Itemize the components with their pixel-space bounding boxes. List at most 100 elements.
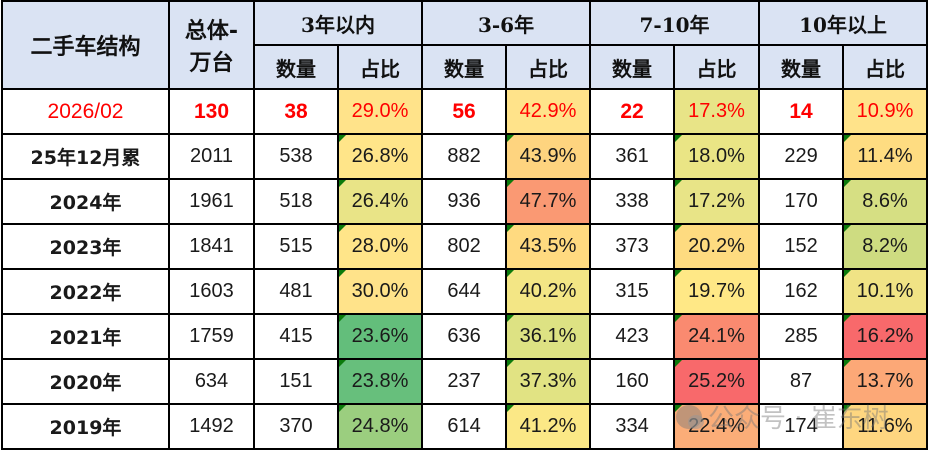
share-cell: 8.6% bbox=[842, 178, 928, 225]
share-cell: 37.3% bbox=[505, 358, 592, 405]
row-label: 2020年 bbox=[1, 358, 170, 405]
table-row: 2022年 1603 481 30.0% 644 40.2% 315 19.7% 162 10.1… bbox=[1, 268, 928, 315]
row-label: 2022年 bbox=[1, 268, 170, 315]
subheader-share: 占比 bbox=[505, 44, 592, 90]
count-cell: 237 bbox=[421, 358, 508, 405]
count-cell: 515 bbox=[253, 223, 339, 270]
count-cell: 338 bbox=[589, 178, 676, 225]
count-cell: 882 bbox=[421, 133, 508, 180]
subheader-share: 占比 bbox=[336, 44, 424, 90]
row-label: 2023年 bbox=[1, 223, 170, 270]
share-cell: 42.9% bbox=[505, 88, 592, 135]
share-cell: 19.7% bbox=[673, 268, 761, 315]
row-label: 2026/02 bbox=[1, 88, 170, 135]
count-cell: 229 bbox=[758, 133, 845, 180]
count-cell: 56 bbox=[421, 88, 508, 135]
count-cell: 174 bbox=[758, 403, 845, 450]
table-row-highlight: 2026/02 130 38 29.0% 56 42.9% 22 17.3% 14 10.9% bbox=[1, 88, 928, 135]
count-cell: 38 bbox=[253, 88, 339, 135]
subheader-count: 数量 bbox=[758, 44, 845, 90]
count-cell: 151 bbox=[253, 358, 339, 405]
subheader-share: 占比 bbox=[842, 44, 928, 90]
row-label: 2024年 bbox=[1, 178, 170, 225]
count-cell: 152 bbox=[758, 223, 845, 270]
count-cell: 315 bbox=[589, 268, 676, 315]
group-header-7-10: 7-10年 bbox=[589, 0, 761, 46]
row-label: 2021年 bbox=[1, 313, 170, 360]
share-cell: 11.4% bbox=[842, 133, 928, 180]
share-cell: 30.0% bbox=[336, 268, 424, 315]
group-header-10-plus: 10年以上 bbox=[758, 0, 928, 46]
table-row: 25年12月累 2011 538 26.8% 882 43.9% 361 18.0% 229 11… bbox=[1, 133, 928, 180]
count-cell: 644 bbox=[421, 268, 508, 315]
total-cell: 2011 bbox=[168, 133, 255, 180]
share-cell: 24.1% bbox=[673, 313, 761, 360]
share-cell: 28.0% bbox=[336, 223, 424, 270]
count-cell: 481 bbox=[253, 268, 339, 315]
table-row: 2023年 1841 515 28.0% 802 43.5% 373 20.2% 152 8.2% bbox=[1, 223, 928, 270]
count-cell: 538 bbox=[253, 133, 339, 180]
share-cell: 10.1% bbox=[842, 268, 928, 315]
subheader-share: 占比 bbox=[673, 44, 761, 90]
share-cell: 47.7% bbox=[505, 178, 592, 225]
share-cell: 36.1% bbox=[505, 313, 592, 360]
count-cell: 373 bbox=[589, 223, 676, 270]
count-cell: 614 bbox=[421, 403, 508, 450]
table-row: 2019年 1492 370 24.8% 614 41.2% 334 22.4% 174 11.6… bbox=[1, 403, 928, 450]
share-cell: 40.2% bbox=[505, 268, 592, 315]
share-cell: 23.6% bbox=[336, 313, 424, 360]
share-cell: 13.7% bbox=[842, 358, 928, 405]
share-cell: 26.4% bbox=[336, 178, 424, 225]
share-cell: 29.0% bbox=[336, 88, 424, 135]
row-label: 2019年 bbox=[1, 403, 170, 450]
total-header-line2: 万台 bbox=[189, 51, 234, 76]
share-cell: 16.2% bbox=[842, 313, 928, 360]
total-cell: 1759 bbox=[168, 313, 255, 360]
share-cell: 43.9% bbox=[505, 133, 592, 180]
share-cell: 11.6% bbox=[842, 403, 928, 450]
share-cell: 20.2% bbox=[673, 223, 761, 270]
share-cell: 26.8% bbox=[336, 133, 424, 180]
share-cell: 24.8% bbox=[336, 403, 424, 450]
count-cell: 160 bbox=[589, 358, 676, 405]
table-title: 二手车结构 bbox=[1, 0, 170, 90]
total-header-line1: 总体- bbox=[184, 19, 239, 44]
subheader-count: 数量 bbox=[253, 44, 339, 90]
share-cell: 8.2% bbox=[842, 223, 928, 270]
count-cell: 285 bbox=[758, 313, 845, 360]
count-cell: 936 bbox=[421, 178, 508, 225]
count-cell: 802 bbox=[421, 223, 508, 270]
count-cell: 370 bbox=[253, 403, 339, 450]
count-cell: 162 bbox=[758, 268, 845, 315]
total-cell: 130 bbox=[168, 88, 255, 135]
total-cell: 1603 bbox=[168, 268, 255, 315]
count-cell: 423 bbox=[589, 313, 676, 360]
subheader-count: 数量 bbox=[589, 44, 676, 90]
total-header: 总体- 万台 bbox=[168, 0, 255, 90]
count-cell: 170 bbox=[758, 178, 845, 225]
row-label: 25年12月累 bbox=[1, 133, 170, 180]
share-cell: 41.2% bbox=[505, 403, 592, 450]
table-row: 2024年 1961 518 26.4% 936 47.7% 338 17.2% 170 8.6% bbox=[1, 178, 928, 225]
share-cell: 10.9% bbox=[842, 88, 928, 135]
count-cell: 22 bbox=[589, 88, 676, 135]
group-header-0-3: 3年以内 bbox=[252, 0, 424, 46]
share-cell: 23.8% bbox=[336, 358, 424, 405]
share-cell: 43.5% bbox=[505, 223, 592, 270]
share-cell: 22.4% bbox=[673, 403, 761, 450]
group-header-3-6: 3-6年 bbox=[421, 0, 592, 46]
share-cell: 25.2% bbox=[673, 358, 761, 405]
table-row: 2021年 1759 415 23.6% 636 36.1% 423 24.1% 285 16.2… bbox=[1, 313, 928, 360]
share-cell: 17.3% bbox=[673, 88, 761, 135]
total-cell: 1961 bbox=[168, 178, 255, 225]
subheader-count: 数量 bbox=[421, 44, 508, 90]
count-cell: 14 bbox=[758, 88, 845, 135]
share-cell: 17.2% bbox=[673, 178, 761, 225]
table-row: 2020年 634 151 23.8% 237 37.3% 160 25.2% 87 13.7% bbox=[1, 358, 928, 405]
total-cell: 1492 bbox=[168, 403, 255, 450]
total-cell: 1841 bbox=[168, 223, 255, 270]
share-cell: 18.0% bbox=[673, 133, 761, 180]
count-cell: 334 bbox=[589, 403, 676, 450]
count-cell: 415 bbox=[253, 313, 339, 360]
